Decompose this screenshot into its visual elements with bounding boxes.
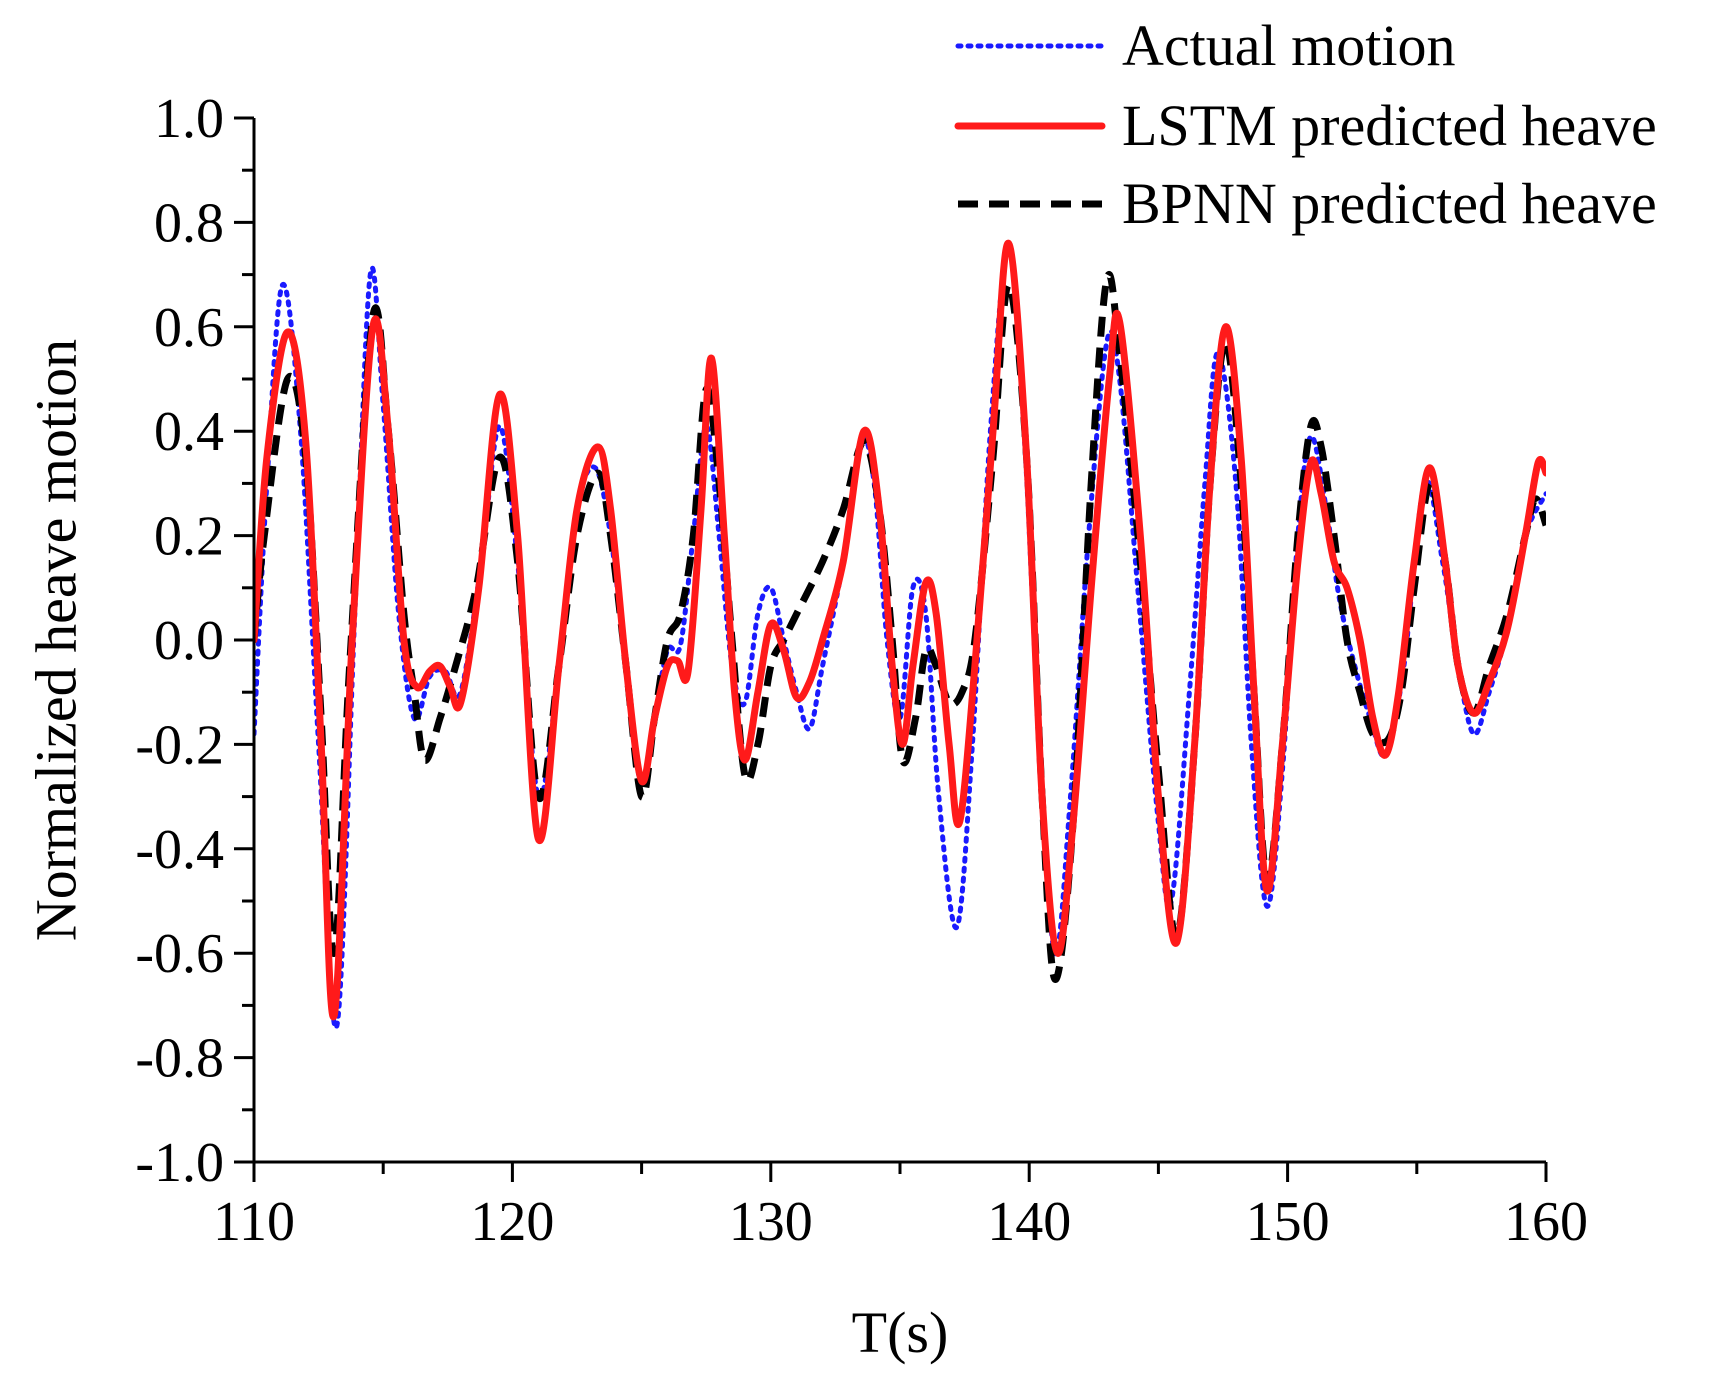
legend-bpnn-predicted: BPNN predicted heave — [958, 171, 1657, 236]
legend-actual-motion: Actual motion — [955, 13, 1455, 78]
x-tick-label: 150 — [1246, 1191, 1330, 1253]
x-ticks: 110 120 130 140 150 160 — [213, 1162, 1588, 1253]
legend-lstm-predicted: LSTM predicted heave — [954, 93, 1657, 158]
plot-area: 110 120 130 140 150 160 1.0 0.8 0.6 0.4 0.2 0.0 -0.… — [135, 88, 1588, 1253]
lstm-predicted-line — [254, 239, 1546, 1021]
y-tick-label: 0.0 — [154, 610, 224, 672]
axes: 110 120 130 140 150 160 1.0 0.8 0.6 0.4 0.2 0.0 -0.… — [135, 88, 1588, 1253]
legend-lstm-predicted-label: LSTM predicted heave — [1122, 93, 1657, 158]
y-tick-label: 0.8 — [154, 192, 224, 254]
legend-bpnn-predicted-label: BPNN predicted heave — [1122, 171, 1657, 236]
y-ticks: 1.0 0.8 0.6 0.4 0.2 0.0 -0.2 -0.4 -0.6 -0.8 -1.0 — [135, 88, 254, 1194]
y-tick-label: 0.2 — [154, 506, 224, 568]
y-tick-label: -0.2 — [135, 714, 224, 776]
x-tick-label: 130 — [729, 1191, 813, 1253]
y-tick-label: -1.0 — [135, 1132, 224, 1194]
y-tick-label: 1.0 — [154, 88, 224, 150]
y-tick-label: -0.6 — [135, 923, 224, 985]
x-tick-label: 120 — [470, 1191, 554, 1253]
bpnn-predicted-line — [254, 270, 1546, 983]
actual-motion-line — [254, 246, 1546, 1031]
legend-actual-motion-label: Actual motion — [1122, 13, 1455, 78]
series-layer — [254, 239, 1546, 1031]
x-tick-label: 140 — [987, 1191, 1071, 1253]
legend: Actual motion LSTM predicted heave BPNN pr… — [954, 13, 1657, 236]
x-tick-label: 110 — [213, 1191, 295, 1253]
y-tick-label: -0.4 — [135, 819, 224, 881]
y-axis-title: Normalized heave motion — [23, 339, 88, 941]
y-tick-label: 0.4 — [154, 401, 224, 463]
x-tick-label: 160 — [1504, 1191, 1588, 1253]
x-axis-title: T(s) — [852, 1300, 949, 1365]
y-tick-label: -0.8 — [135, 1028, 224, 1090]
y-tick-label: 0.6 — [154, 297, 224, 359]
